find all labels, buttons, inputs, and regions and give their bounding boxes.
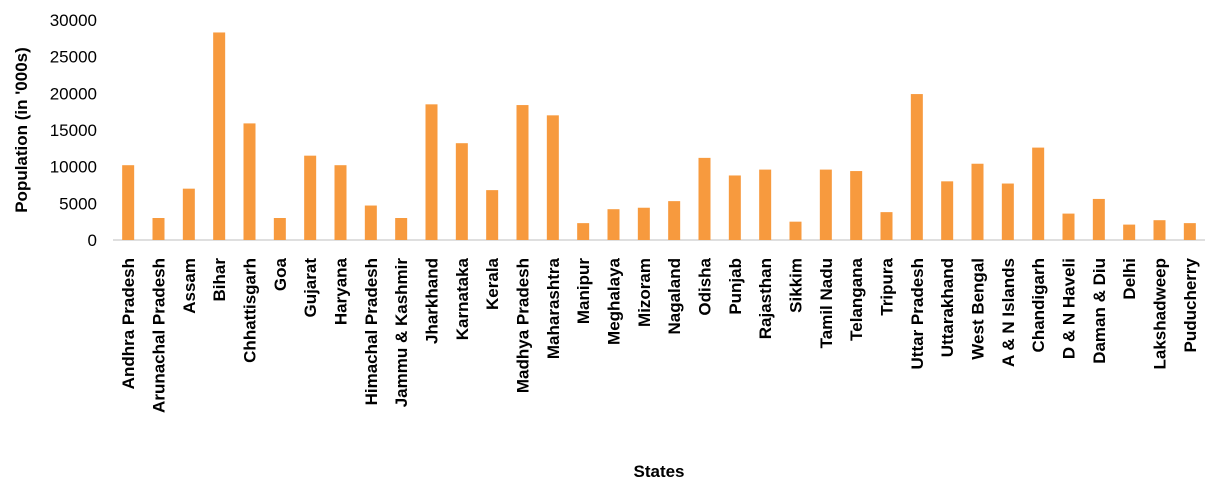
bar (546, 115, 559, 240)
x-tick-label: Arunachal Pradesh (150, 258, 169, 413)
bar (850, 171, 863, 240)
bar (698, 157, 711, 240)
x-tick-label: West Bengal (969, 258, 988, 360)
bar (122, 165, 135, 240)
x-tick-label: Uttarakhand (938, 258, 957, 357)
bar (395, 218, 408, 240)
x-tick-label: Assam (180, 258, 199, 314)
x-tick-label: Odisha (696, 257, 715, 315)
x-tick-label: Goa (271, 257, 290, 291)
x-tick-label: Jharkhand (423, 258, 442, 344)
x-tick-label: Mizoram (635, 258, 654, 327)
y-tick-label: 15000 (50, 121, 97, 140)
x-tick-label: Manipur (574, 258, 593, 324)
x-tick-label: Kerala (483, 257, 502, 310)
x-tick-label: Meghalaya (605, 257, 624, 344)
x-tick-label: Lakshadweep (1151, 258, 1170, 370)
bar (304, 155, 317, 240)
bar (1123, 224, 1136, 240)
bar (941, 181, 954, 240)
bar (152, 218, 165, 240)
bar (486, 190, 499, 240)
x-tick-label: Haryana (332, 257, 351, 325)
y-tick-label: 25000 (50, 48, 97, 67)
bar (273, 218, 286, 240)
bar (364, 205, 377, 240)
x-tick-label: Andhra Pradesh (119, 258, 138, 389)
x-tick-label: Chandigarh (1029, 258, 1048, 352)
x-tick-label: Bihar (210, 258, 229, 302)
x-tick-label: Telangana (847, 257, 866, 340)
y-tick-label: 20000 (50, 84, 97, 103)
x-tick-label: Himachal Pradesh (362, 258, 381, 405)
bar (607, 209, 620, 240)
x-tick-label: Uttar Pradesh (908, 258, 927, 369)
bars (122, 32, 1196, 240)
x-tick-label: Punjab (726, 258, 745, 315)
bar (455, 143, 468, 240)
bar (1153, 220, 1166, 240)
y-tick-label: 5000 (59, 194, 97, 213)
bar (910, 94, 923, 240)
y-tick-label: 30000 (50, 11, 97, 30)
x-tick-label: A & N Islands (999, 258, 1018, 367)
bar (516, 105, 529, 240)
x-tick-label: Delhi (1120, 258, 1139, 300)
x-axis-title: States (633, 462, 684, 481)
bar (637, 207, 650, 240)
x-tick-label: Madhya Pradesh (514, 258, 533, 393)
x-tick-label: Maharashtra (544, 257, 563, 359)
y-axis-title: Population (in '000s) (12, 47, 31, 213)
bar (789, 221, 802, 240)
x-tick-label: Gujarat (301, 258, 320, 318)
y-tick-label: 10000 (50, 158, 97, 177)
bar (1032, 147, 1045, 240)
y-tick-label: 0 (88, 231, 97, 250)
bar (728, 175, 741, 240)
bar (425, 104, 438, 240)
bar (577, 223, 590, 240)
bar (668, 201, 681, 240)
x-tick-label: Daman & Diu (1090, 258, 1109, 364)
bar (1183, 223, 1196, 240)
bar (880, 212, 893, 240)
x-tick-label: Jammu & Kashmir (392, 258, 411, 408)
x-tick-label: Sikkim (787, 258, 806, 313)
bar (1001, 183, 1014, 240)
x-tick-label: Tripura (878, 257, 897, 315)
x-tick-label: Nagaland (665, 258, 684, 335)
x-tick-label: Rajasthan (756, 258, 775, 339)
bar (334, 165, 347, 240)
bar (213, 32, 226, 240)
x-tick-label: D & N Haveli (1060, 258, 1079, 359)
x-tick-label: Karnataka (453, 257, 472, 340)
y-axis: 0 5000 10000 15000 20000 25000 30000 (50, 11, 97, 250)
x-axis: Andhra Pradesh Arunachal Pradesh Assam Biha… (119, 257, 1200, 412)
bar (819, 169, 832, 240)
x-tick-label: Puducherry (1181, 257, 1200, 352)
x-tick-label: Chhattisgarh (241, 258, 260, 363)
x-tick-label: Tamil Nadu (817, 258, 836, 348)
bar (971, 163, 984, 240)
bar (1062, 213, 1075, 240)
bar (182, 188, 195, 240)
bar (759, 169, 772, 240)
bar (1092, 198, 1105, 240)
bar (243, 123, 256, 240)
